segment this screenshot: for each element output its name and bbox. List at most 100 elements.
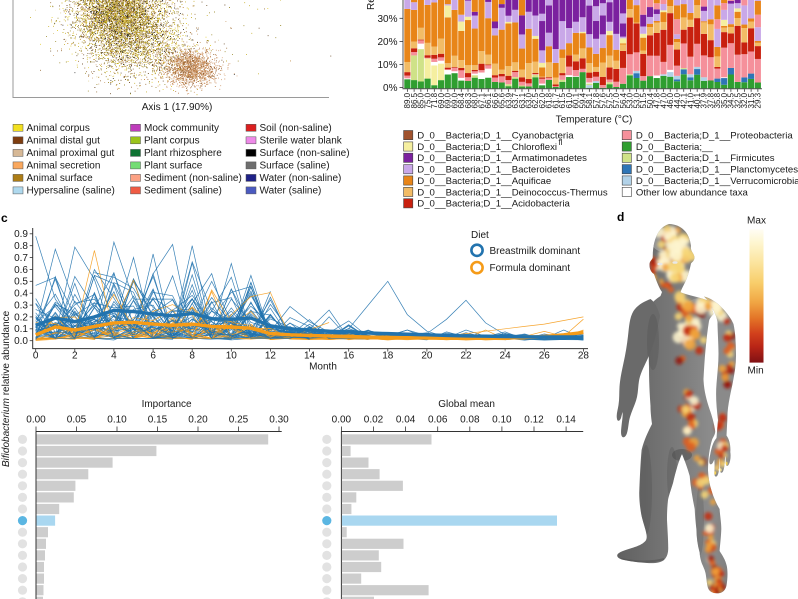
svg-text:37.9: 37.9 — [700, 92, 709, 108]
svg-text:85.0: 85.0 — [417, 92, 426, 108]
svg-text:D_0__Bacteria;D_1__Verrucomicr: D_0__Bacteria;D_1__Verrucomicrobia — [636, 176, 798, 187]
svg-text:Animal proximal gut: Animal proximal gut — [27, 148, 115, 159]
svg-text:42.1: 42.1 — [680, 92, 689, 108]
svg-text:68.3: 68.3 — [464, 92, 473, 108]
svg-text:0.12: 0.12 — [524, 415, 544, 426]
svg-text:Diet: Diet — [471, 230, 489, 241]
svg-text:86.5: 86.5 — [410, 92, 419, 108]
svg-text:44.0: 44.0 — [673, 92, 682, 108]
svg-text:63.0: 63.0 — [525, 92, 534, 108]
svg-text:41.0: 41.0 — [686, 92, 695, 108]
svg-text:61.8: 61.8 — [545, 92, 554, 108]
svg-text:57.0: 57.0 — [612, 92, 621, 108]
svg-text:35.8: 35.8 — [713, 92, 722, 108]
svg-text:18: 18 — [382, 351, 394, 362]
svg-text:Hypersaline (saline): Hypersaline (saline) — [27, 186, 115, 197]
svg-text:Global mean: Global mean — [438, 399, 495, 410]
svg-text:68.0: 68.0 — [471, 92, 480, 108]
svg-text:D_0__Bacteria;D_1__Armatimonad: D_0__Bacteria;D_1__Armatimonadetes — [417, 153, 587, 164]
svg-text:Importance: Importance — [142, 399, 192, 410]
svg-text:59.4: 59.4 — [578, 92, 587, 108]
svg-text:Breastmilk dominant: Breastmilk dominant — [490, 246, 581, 257]
svg-text:8: 8 — [189, 351, 195, 362]
svg-text:D_0__Bacteria;D_1__Proteobacte: D_0__Bacteria;D_1__Proteobacteria — [636, 131, 793, 142]
svg-text:D_0__Bacteria;D_1__Chloroflexi: D_0__Bacteria;D_1__Chloroflexi — [417, 142, 557, 153]
svg-text:D_0__Bacteria;D_1__Cyanobacter: D_0__Bacteria;D_1__Cyanobacteria — [417, 131, 574, 142]
svg-text:Axis 1 (17.90%): Axis 1 (17.90%) — [142, 102, 213, 113]
svg-text:66.6: 66.6 — [491, 92, 500, 108]
svg-text:47.8: 47.8 — [653, 92, 662, 108]
svg-text:Water (non-saline): Water (non-saline) — [260, 173, 342, 184]
svg-text:32.5: 32.5 — [733, 92, 742, 108]
svg-text:D_0__Bacteria;D_1__Aquificae: D_0__Bacteria;D_1__Aquificae — [417, 176, 551, 187]
svg-text:Plant rhizosphere: Plant rhizosphere — [144, 148, 222, 159]
svg-text:62.5: 62.5 — [531, 92, 540, 108]
svg-text:0.3: 0.3 — [14, 301, 28, 312]
svg-text:53.0: 53.0 — [626, 92, 635, 108]
svg-text:0.10: 0.10 — [107, 415, 127, 426]
svg-text:0.02: 0.02 — [364, 415, 384, 426]
svg-text:22: 22 — [460, 351, 472, 362]
svg-text:0.25: 0.25 — [229, 415, 249, 426]
svg-text:50.4: 50.4 — [646, 92, 655, 108]
svg-text:47.0: 47.0 — [659, 92, 668, 108]
svg-text:Bifidobacterium relative abund: Bifidobacterium relative abundance — [1, 310, 12, 467]
svg-text:0.2: 0.2 — [14, 312, 28, 323]
svg-text:fl: fl — [559, 138, 563, 147]
svg-text:0.6: 0.6 — [14, 265, 28, 276]
svg-text:0.04: 0.04 — [396, 415, 416, 426]
svg-text:71.8: 71.8 — [430, 92, 439, 108]
svg-text:67.1: 67.1 — [477, 92, 486, 108]
svg-text:28: 28 — [578, 351, 590, 362]
svg-text:0.00: 0.00 — [332, 415, 352, 426]
svg-text:37.8: 37.8 — [706, 92, 715, 108]
svg-text:89.0: 89.0 — [403, 92, 412, 108]
svg-text:57.6: 57.6 — [599, 92, 608, 108]
svg-text:62.0: 62.0 — [538, 92, 547, 108]
svg-text:57.8: 57.8 — [592, 92, 601, 108]
svg-text:60.1: 60.1 — [572, 92, 581, 108]
svg-text:c: c — [1, 211, 8, 225]
svg-text:D_0__Bacteria;__: D_0__Bacteria;__ — [636, 142, 713, 153]
svg-text:61.0: 61.0 — [565, 92, 574, 108]
svg-text:Sterile water blank: Sterile water blank — [260, 136, 343, 147]
svg-text:D_0__Bacteria;D_1__Planctomyce: D_0__Bacteria;D_1__Planctomycetes — [636, 165, 798, 176]
svg-text:D_0__Bacteria;D_1__Deinococcus: D_0__Bacteria;D_1__Deinococcus-Thermus — [417, 187, 608, 198]
svg-text:61.7: 61.7 — [551, 92, 560, 108]
svg-text:32.0: 32.0 — [740, 92, 749, 108]
svg-text:24: 24 — [500, 351, 512, 362]
svg-text:0%: 0% — [383, 83, 398, 94]
svg-text:29.3: 29.3 — [754, 92, 763, 108]
svg-text:Water (saline): Water (saline) — [260, 186, 322, 197]
svg-text:Mock community: Mock community — [144, 123, 219, 134]
svg-text:0.8: 0.8 — [14, 241, 28, 252]
svg-text:Animal corpus: Animal corpus — [27, 123, 90, 134]
svg-text:0.15: 0.15 — [148, 415, 168, 426]
svg-text:10: 10 — [226, 351, 238, 362]
svg-text:Animal distal gut: Animal distal gut — [27, 136, 101, 147]
svg-text:16: 16 — [343, 351, 355, 362]
svg-text:Min: Min — [748, 366, 764, 377]
svg-text:d: d — [617, 210, 624, 224]
svg-text:0.5: 0.5 — [14, 277, 28, 288]
svg-text:4: 4 — [111, 351, 117, 362]
svg-text:40.1: 40.1 — [693, 92, 702, 108]
svg-text:0.4: 0.4 — [14, 289, 28, 300]
svg-text:69.0: 69.0 — [444, 92, 453, 108]
svg-text:0.10: 0.10 — [492, 415, 512, 426]
svg-text:0: 0 — [33, 351, 39, 362]
svg-text:Plant corpus: Plant corpus — [144, 136, 200, 147]
svg-text:26: 26 — [539, 351, 551, 362]
svg-text:63.7: 63.7 — [511, 92, 520, 108]
svg-text:12: 12 — [265, 351, 277, 362]
svg-text:10%: 10% — [377, 60, 397, 71]
svg-text:14: 14 — [304, 351, 316, 362]
svg-text:0.06: 0.06 — [428, 415, 448, 426]
svg-text:61.5: 61.5 — [558, 92, 567, 108]
svg-text:Sediment (saline): Sediment (saline) — [144, 186, 222, 197]
svg-text:Sediment (non-saline): Sediment (non-saline) — [144, 173, 242, 184]
svg-text:57.5: 57.5 — [605, 92, 614, 108]
svg-text:Animal secretion: Animal secretion — [27, 161, 101, 172]
svg-text:20%: 20% — [377, 37, 397, 48]
svg-text:53.0: 53.0 — [632, 92, 641, 108]
